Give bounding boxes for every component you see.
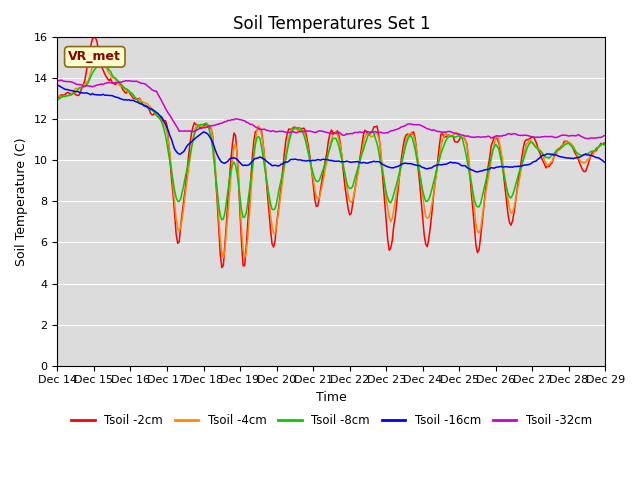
X-axis label: Time: Time	[316, 391, 347, 404]
Y-axis label: Soil Temperature (C): Soil Temperature (C)	[15, 137, 28, 266]
Text: VR_met: VR_met	[68, 50, 121, 63]
Legend: Tsoil -2cm, Tsoil -4cm, Tsoil -8cm, Tsoil -16cm, Tsoil -32cm: Tsoil -2cm, Tsoil -4cm, Tsoil -8cm, Tsoi…	[66, 409, 596, 432]
Title: Soil Temperatures Set 1: Soil Temperatures Set 1	[232, 15, 430, 33]
